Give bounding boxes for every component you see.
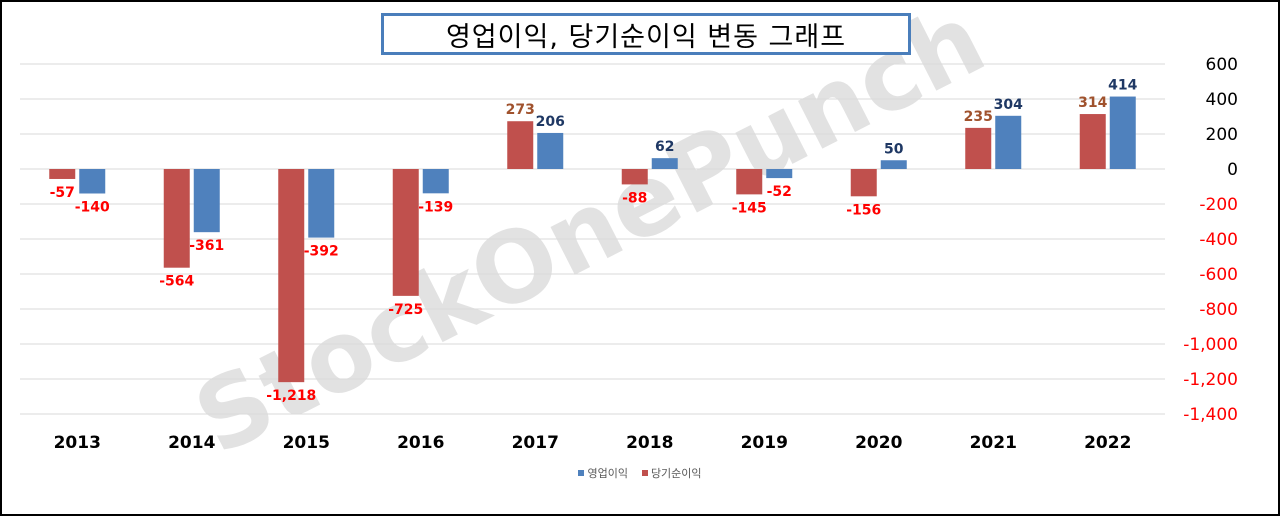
- x-tick-label: 2021: [970, 433, 1017, 453]
- operating-income-label: 206: [536, 114, 565, 130]
- net-income-bar: [278, 169, 305, 383]
- legend-item: 영업이익: [578, 465, 628, 481]
- operating-income-label: -361: [189, 238, 224, 254]
- net-income-label: -156: [846, 202, 881, 218]
- net-income-label: -145: [732, 200, 767, 216]
- gridlines: [20, 63, 1165, 415]
- y-tick-label: -1,200: [1183, 370, 1238, 390]
- y-tick-label: -1,000: [1183, 335, 1238, 355]
- operating-income-label: -52: [767, 184, 792, 200]
- net-income-bar: [621, 169, 648, 185]
- legend-item: 당기순이익: [641, 465, 702, 481]
- y-tick-label: 0: [1227, 160, 1238, 180]
- legend-swatch: [641, 470, 648, 476]
- net-income-label: 314: [1078, 95, 1107, 111]
- net-income-label: -725: [388, 302, 423, 318]
- x-tick-label: 2017: [512, 433, 559, 453]
- y-tick-label: -600: [1199, 265, 1238, 285]
- net-income-label: -564: [159, 274, 194, 290]
- operating-income-bar: [995, 115, 1022, 169]
- operating-income-label: -139: [418, 199, 453, 215]
- net-income-bar: [163, 169, 190, 268]
- y-tick-label: 400: [1206, 90, 1238, 110]
- legend-label: 당기순이익: [650, 467, 702, 480]
- operating-income-bar: [308, 169, 335, 238]
- net-income-bar: [49, 169, 76, 179]
- y-axis-tick-labels: 600 400 200 0 -200 -400 -600 -800 -1,000 -1,200 -1…: [1183, 55, 1238, 425]
- net-income-bar: [965, 127, 992, 169]
- operating-income-bar: [651, 158, 678, 169]
- x-tick-label: 2018: [626, 433, 673, 453]
- operating-income-bar: [193, 169, 220, 233]
- operating-income-label: 62: [655, 139, 674, 155]
- operating-income-bar: [766, 169, 793, 179]
- chart-title: 영업이익, 당기순이익 변동 그래프: [381, 13, 911, 55]
- net-income-label: -1,218: [266, 388, 316, 404]
- x-tick-label: 2022: [1084, 433, 1131, 453]
- x-tick-label: 2019: [741, 433, 788, 453]
- operating-income-bar: [880, 160, 907, 169]
- x-tick-label: 2015: [283, 433, 330, 453]
- net-income-bar: [736, 169, 763, 195]
- y-tick-label: -200: [1199, 195, 1238, 215]
- x-axis-tick-labels: 2013 2014 2015 2016 2017 2018 2019 2020 2021 2022: [54, 433, 1132, 453]
- operating-income-label: -392: [304, 244, 339, 260]
- x-tick-label: 2014: [168, 433, 215, 453]
- x-tick-label: 2016: [397, 433, 444, 453]
- y-tick-label: -800: [1199, 300, 1238, 320]
- operating-income-label: 50: [884, 141, 904, 157]
- legend-swatch: [578, 470, 585, 476]
- x-tick-label: 2020: [855, 433, 902, 453]
- bars: [49, 96, 1136, 383]
- y-tick-label: 600: [1206, 55, 1238, 75]
- operating-income-bar: [1109, 96, 1136, 169]
- net-income-bar: [392, 169, 419, 296]
- net-income-bar: [1079, 114, 1106, 169]
- net-income-label: 235: [964, 109, 993, 125]
- operating-income-bar: [422, 169, 449, 194]
- operating-income-label: -140: [75, 200, 110, 216]
- net-income-label: 273: [506, 102, 535, 118]
- operating-income-bar: [537, 132, 564, 169]
- y-tick-label: -400: [1199, 230, 1238, 250]
- net-income-label: -57: [50, 185, 75, 201]
- operating-income-label: 414: [1108, 78, 1137, 94]
- legend-label: 영업이익: [587, 467, 628, 480]
- y-tick-label: -1,400: [1183, 405, 1238, 425]
- legend: 영업이익 당기순이익: [0, 465, 1280, 481]
- operating-income-bar: [79, 169, 106, 194]
- net-income-bar: [850, 169, 877, 197]
- operating-income-label: 304: [994, 97, 1023, 113]
- y-tick-label: 200: [1206, 125, 1238, 145]
- net-income-bar: [507, 121, 534, 169]
- x-tick-label: 2013: [54, 433, 101, 453]
- net-income-label: -88: [622, 190, 647, 206]
